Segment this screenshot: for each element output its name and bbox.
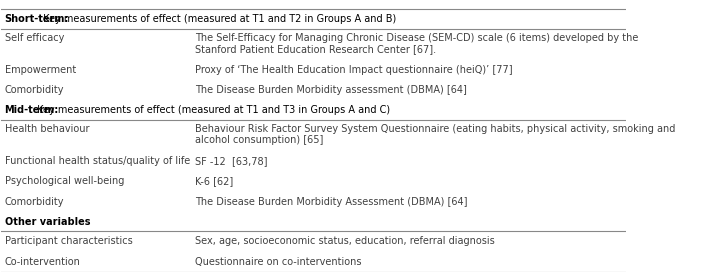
Text: Short-term:: Short-term: (4, 14, 69, 24)
Text: Mid-term:: Mid-term: (4, 105, 58, 115)
Text: Sex, age, socioeconomic status, education, referral diagnosis: Sex, age, socioeconomic status, educatio… (195, 236, 495, 247)
Text: The Disease Burden Morbidity Assessment (DBMA) [64]: The Disease Burden Morbidity Assessment … (195, 197, 468, 207)
Text: Health behaviour: Health behaviour (4, 124, 89, 134)
Text: Other variables: Other variables (4, 216, 90, 227)
Text: Stanford Patient Education Research Center [67].: Stanford Patient Education Research Cent… (195, 44, 436, 54)
Text: K-6 [62]: K-6 [62] (195, 176, 233, 186)
Text: Comorbidity: Comorbidity (4, 197, 64, 207)
Text: Psychological well-being: Psychological well-being (4, 176, 124, 186)
Text: alcohol consumption) [65]: alcohol consumption) [65] (195, 135, 323, 145)
Text: Comorbidity: Comorbidity (4, 85, 64, 96)
Text: The Self-Efficacy for Managing Chronic Disease (SEM-CD) scale (6 items) develope: The Self-Efficacy for Managing Chronic D… (195, 33, 638, 43)
Text: Empowerment: Empowerment (4, 65, 76, 75)
Text: Key measurements of effect (measured at T1 and T2 in Groups A and B): Key measurements of effect (measured at … (40, 14, 396, 24)
Text: Co-intervention: Co-intervention (4, 257, 80, 267)
Text: The Disease Burden Morbidity assessment (DBMA) [64]: The Disease Burden Morbidity assessment … (195, 85, 467, 96)
Text: Key measurements of effect (measured at T1 and T3 in Groups A and C): Key measurements of effect (measured at … (34, 105, 390, 115)
Text: Questionnaire on co-interventions: Questionnaire on co-interventions (195, 257, 362, 267)
Text: Participant characteristics: Participant characteristics (4, 236, 132, 247)
Text: Behaviour Risk Factor Survey System Questionnaire (eating habits, physical activ: Behaviour Risk Factor Survey System Ques… (195, 124, 676, 134)
Text: Functional health status/quality of life: Functional health status/quality of life (4, 156, 190, 166)
Text: Self efficacy: Self efficacy (4, 33, 64, 43)
Text: SF -12  [63,78]: SF -12 [63,78] (195, 156, 268, 166)
Text: Proxy of ‘The Health Education Impact questionnaire (heiQ)’ [77]: Proxy of ‘The Health Education Impact qu… (195, 65, 513, 75)
